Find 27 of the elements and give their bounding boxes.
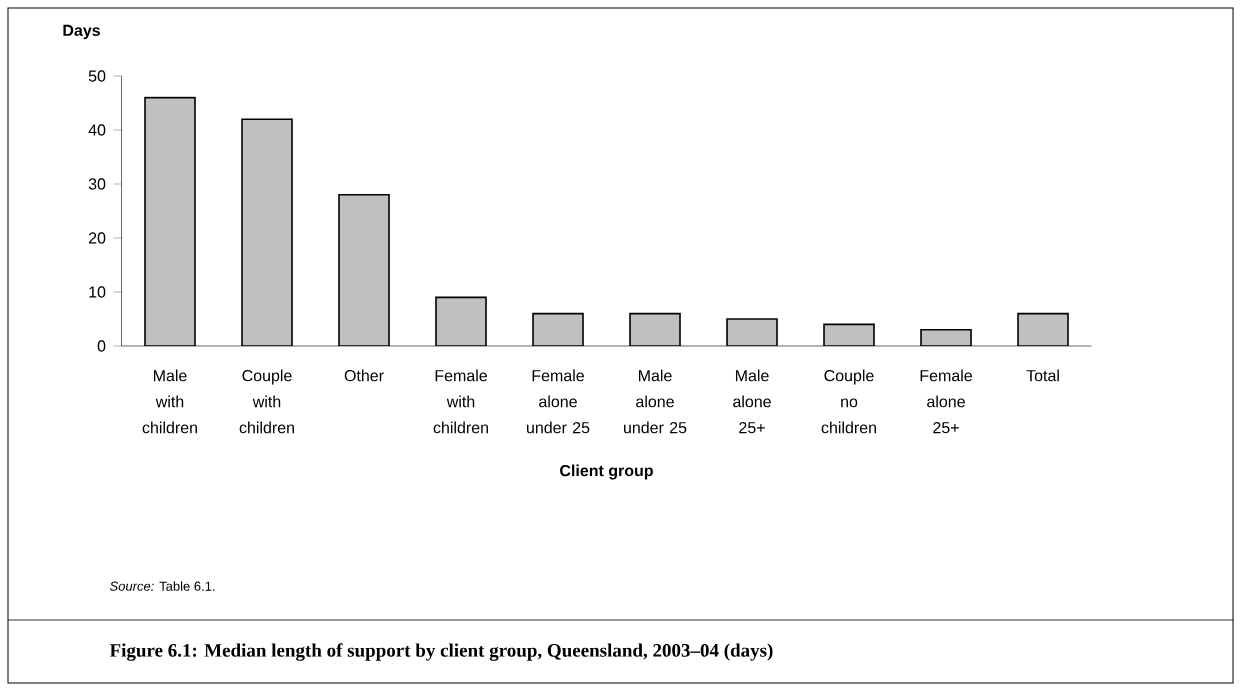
x-tick-label: Male alone 25+ <box>733 369 771 434</box>
x-tick-label: Total <box>1026 369 1059 382</box>
y-tick-label: 40 <box>88 124 106 136</box>
bar <box>338 194 390 347</box>
y-tick-label: 0 <box>97 340 106 352</box>
y-tick-label: 30 <box>88 178 106 190</box>
bar <box>435 296 487 347</box>
bar <box>532 312 584 347</box>
y-tick-label: 10 <box>89 286 106 298</box>
bar <box>1017 312 1069 347</box>
x-axis-title: Client group <box>560 464 653 480</box>
bar <box>629 312 681 347</box>
x-tick-label: Female with children <box>433 369 488 434</box>
text: Figure 6.1: Median length of support by client group, Queensland, 2003–04 (days) <box>109 643 773 661</box>
x-tick-label: Couple no children <box>821 369 876 434</box>
x-tick-label: Couple with children <box>239 369 294 434</box>
text: Source: Table 6.1. <box>109 581 215 591</box>
bar <box>241 118 293 347</box>
y-axis-title: Days <box>63 24 100 40</box>
y-tick-label: 50 <box>88 70 106 82</box>
bar <box>144 96 196 347</box>
x-tick-label: Male alone under 25 <box>624 369 687 434</box>
y-tick-label: 20 <box>88 232 106 244</box>
x-tick-label: Female alone under 25 <box>527 369 590 434</box>
x-tick-label: Other <box>344 369 384 382</box>
x-tick-label: Male with children <box>142 369 197 434</box>
x-tick-label: Female alone 25+ <box>920 369 972 434</box>
